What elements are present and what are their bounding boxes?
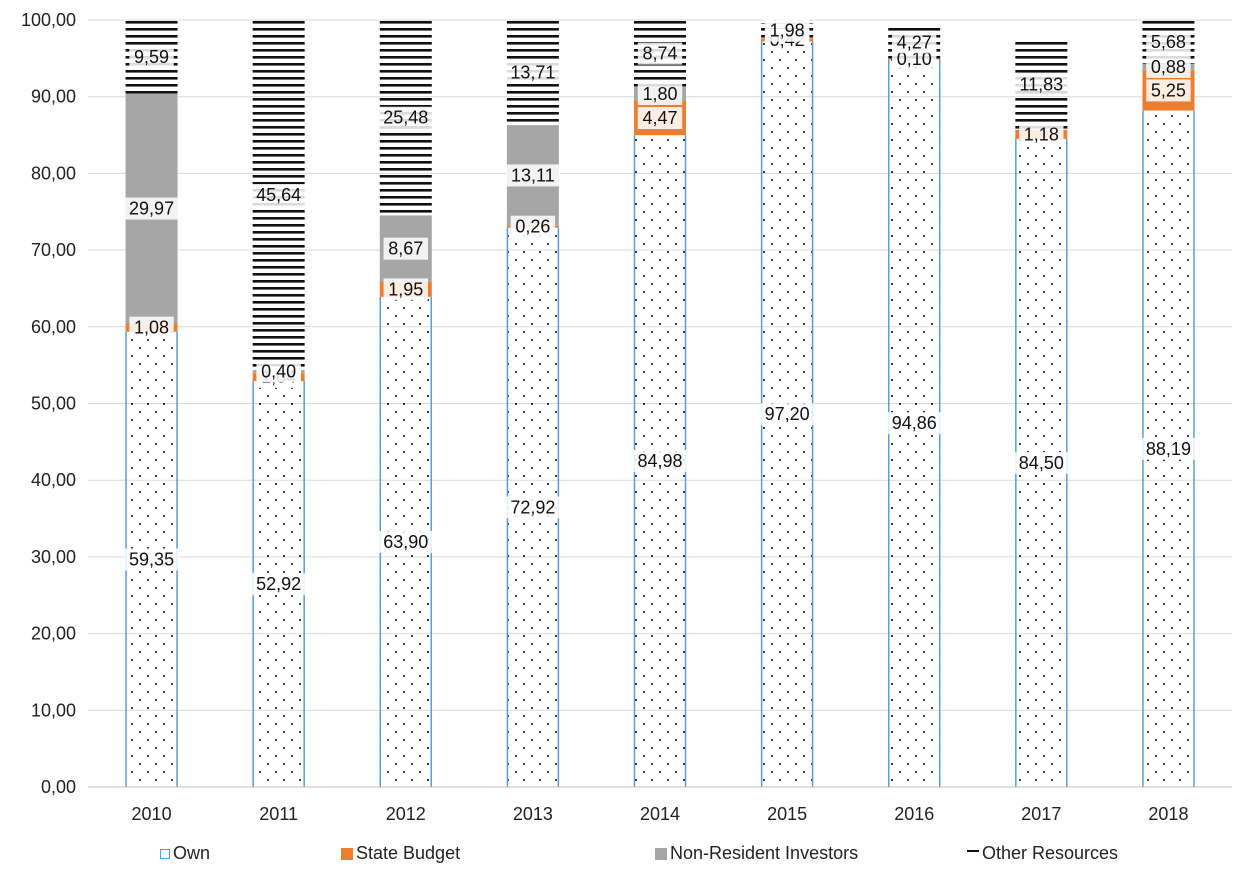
legend-label-state-budget: State Budget [356, 843, 461, 863]
data-label: 13,11 [511, 165, 555, 185]
y-tick-label: 100,00 [21, 10, 76, 30]
chart-plot: 59,351,0829,979,5952,921,040,4045,6463,9… [21, 10, 1232, 824]
data-label-bg [124, 197, 179, 220]
x-tick-label: 2018 [1148, 804, 1188, 824]
legend-label-other: Other Resources [982, 843, 1119, 863]
legend-swatch-own [160, 848, 170, 859]
legend-item-own: Own [160, 843, 210, 864]
data-label-bg [505, 496, 560, 519]
data-label: 0,88 [1151, 57, 1186, 77]
data-label-bg [1141, 437, 1196, 460]
data-label-bg [1019, 123, 1064, 146]
data-label-bg [251, 184, 306, 207]
legend-item-state-budget: State Budget [341, 843, 460, 864]
data-label: 45,64 [256, 185, 301, 205]
data-label: 11,83 [1019, 74, 1063, 94]
data-label: 72,92 [510, 497, 555, 517]
data-label-bg [129, 45, 174, 68]
data-label: 5,68 [1151, 32, 1186, 52]
legend-swatch-state-budget [341, 847, 353, 860]
legend: Own State Budget Non-Resident Investors … [0, 843, 1234, 869]
data-label: 4,27 [897, 32, 932, 52]
data-label-bg [378, 106, 433, 129]
data-label: 84,98 [637, 451, 682, 471]
data-label: 9,59 [134, 47, 169, 67]
x-tick-label: 2013 [513, 804, 553, 824]
data-label: 1,98 [770, 21, 805, 41]
data-label-bg [124, 548, 179, 571]
x-tick-label: 2012 [386, 804, 426, 824]
data-label: 52,92 [256, 574, 301, 594]
data-label-bg [510, 215, 556, 238]
legend-label-own: Own [173, 843, 211, 863]
data-label: 0,26 [515, 217, 550, 237]
data-label-bg [764, 19, 810, 42]
x-tick-label: 2017 [1021, 804, 1061, 824]
data-label-bg [505, 164, 560, 187]
data-label-bg [892, 48, 937, 71]
data-label: 1,80 [642, 84, 677, 104]
y-tick-label: 70,00 [31, 240, 76, 260]
x-tick-label: 2011 [259, 804, 298, 824]
data-label: 84,50 [1019, 453, 1064, 473]
data-label-bg [1014, 451, 1069, 474]
y-tick-label: 50,00 [31, 394, 76, 414]
data-label-bg [633, 450, 687, 473]
data-label-bg [1146, 79, 1191, 102]
y-tick-label: 10,00 [31, 700, 76, 720]
y-tick-label: 80,00 [31, 163, 76, 183]
data-label: 1,18 [1024, 124, 1059, 144]
data-label: 94,86 [892, 413, 937, 433]
legend-label-non-resident: Non-Resident Investors [670, 843, 859, 863]
data-label-bg [383, 278, 428, 301]
data-label-bg [505, 61, 560, 84]
y-tick-label: 20,00 [31, 624, 76, 644]
data-label-bg [637, 107, 683, 130]
data-label-bg [637, 83, 683, 106]
data-label: 88,19 [1146, 439, 1191, 459]
data-label: 97,20 [765, 404, 810, 424]
data-label-bg [383, 237, 428, 260]
data-label: 59,35 [129, 549, 174, 569]
data-label: 0,10 [897, 49, 932, 69]
data-label: 5,25 [1151, 80, 1186, 100]
data-label: 8,67 [388, 239, 423, 259]
data-label: 0,40 [261, 362, 296, 382]
legend-swatch-non-resident [655, 847, 667, 860]
data-label: 63,90 [383, 532, 428, 552]
data-label: 29,97 [129, 199, 174, 219]
data-label-bg [1146, 55, 1191, 78]
x-tick-label: 2010 [132, 804, 172, 824]
data-label-bg [1146, 30, 1191, 53]
data-label: 8,74 [642, 44, 677, 64]
legend-item-non-resident: Non-Resident Investors [655, 843, 858, 864]
data-label-bg [892, 31, 937, 54]
y-tick-label: 90,00 [31, 87, 76, 107]
y-tick-label: 30,00 [31, 547, 76, 567]
data-label: 13,71 [510, 63, 555, 83]
legend-item-other: Other Resources [967, 843, 1118, 864]
data-label: 4,47 [642, 108, 677, 128]
data-label-bg [637, 42, 683, 65]
data-label-bg [256, 360, 301, 383]
data-label-bg [760, 403, 815, 426]
data-label: 1,95 [388, 279, 423, 299]
data-label-bg [129, 316, 174, 339]
data-label-bg [887, 412, 942, 435]
data-label-bg [378, 530, 433, 553]
x-tick-label: 2016 [894, 804, 934, 824]
y-tick-label: 40,00 [31, 470, 76, 490]
data-label-bg [1014, 73, 1069, 96]
x-tick-label: 2015 [767, 804, 807, 824]
y-tick-label: 60,00 [31, 317, 76, 337]
data-label: 25,48 [383, 108, 428, 128]
data-label: 1,08 [134, 318, 169, 338]
legend-swatch-other [967, 849, 979, 852]
data-label-bg [251, 573, 306, 596]
y-tick-label: 0,00 [41, 777, 76, 797]
x-tick-label: 2014 [640, 804, 680, 824]
